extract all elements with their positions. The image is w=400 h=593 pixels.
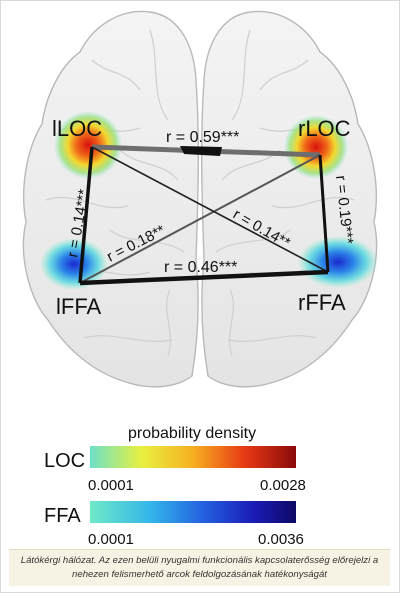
legend-ffa-colorbar: [90, 501, 296, 523]
connection-lffa-rloc: [79, 154, 321, 284]
rffa-activation: [298, 236, 378, 288]
caption-line-1: Látókérgi hálózat. Az ezen belüli nyugal…: [20, 555, 379, 566]
rloc-activation: [284, 115, 348, 179]
figure-caption: Látókérgi hálózat. Az ezen belüli nyugal…: [9, 549, 390, 586]
corr-label-lffa-rffa: r = 0.46***: [164, 259, 237, 276]
legend-ffa-max: 0.0036: [258, 531, 304, 548]
connection-lloc-rloc-thick: [180, 146, 222, 156]
connection-lloc-rffa: [91, 146, 329, 273]
connection-lloc-lffa: [78, 146, 94, 284]
caption-line-2: nehezen felismerhető arcok feldolgozásán…: [72, 569, 327, 580]
connection-rloc-rffa: [318, 154, 330, 273]
legend-loc-name: LOC: [44, 450, 85, 472]
brain-left-hemisphere: [22, 10, 200, 388]
label-rffa: rFFA: [298, 290, 346, 315]
legend-loc-colorbar: [90, 446, 296, 468]
legend-ffa-min: 0.0001: [88, 531, 134, 548]
legend-ffa-name: FFA: [44, 505, 81, 527]
brain-right-hemisphere: [200, 10, 378, 388]
label-rloc: rLOC: [298, 116, 351, 141]
label-lffa: lFFA: [56, 294, 102, 319]
legend-loc-min: 0.0001: [88, 477, 134, 494]
connection-lffa-rffa: [79, 269, 329, 286]
label-lloc: lLOC: [52, 116, 102, 141]
corr-label-lloc-rloc: r = 0.59***: [166, 129, 239, 146]
legend-loc-max: 0.0028: [260, 477, 306, 494]
legend-title: probability density: [128, 425, 256, 442]
lloc-activation: [54, 111, 122, 179]
